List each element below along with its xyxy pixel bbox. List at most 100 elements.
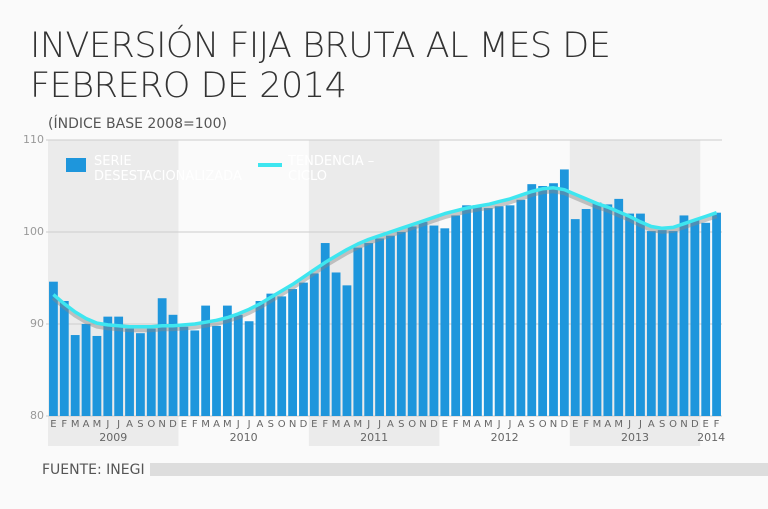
bar	[418, 221, 428, 416]
bar	[429, 225, 439, 416]
year-label: 2009	[99, 431, 127, 444]
x-tick-label: J	[638, 419, 642, 430]
bar	[201, 305, 211, 416]
bar	[440, 228, 450, 416]
x-tick-label: F	[61, 419, 67, 430]
x-tick-label: A	[126, 419, 133, 430]
legend-label: TENDENCIA –CICLO	[288, 154, 375, 184]
x-tick-label: N	[680, 419, 687, 430]
x-tick-label: M	[71, 419, 80, 430]
bar	[244, 321, 254, 416]
x-tick-label: N	[419, 419, 426, 430]
x-tick-label: F	[714, 419, 720, 430]
bar	[625, 213, 634, 416]
source-bar	[150, 463, 768, 476]
x-tick-label: E	[311, 419, 317, 430]
bar	[592, 202, 602, 416]
year-label: 2012	[491, 431, 519, 444]
x-tick-label: J	[116, 419, 120, 430]
bar	[320, 243, 330, 416]
y-tick-label: 110	[23, 133, 44, 146]
bar	[407, 226, 417, 416]
bar	[646, 231, 656, 416]
bar	[505, 205, 515, 416]
year-band	[569, 140, 701, 446]
year-label: 2011	[360, 431, 388, 444]
x-tick-label: E	[181, 419, 187, 430]
x-tick-label: D	[169, 419, 177, 430]
x-tick-label: E	[50, 419, 56, 430]
x-tick-label: A	[517, 419, 524, 430]
x-tick-label: N	[550, 419, 557, 430]
x-tick-label: J	[377, 419, 381, 430]
trend-line	[52, 186, 718, 329]
bar	[266, 293, 276, 416]
x-tick-label: M	[354, 419, 363, 430]
bar	[668, 231, 678, 416]
bar	[222, 305, 232, 416]
bar	[473, 205, 482, 416]
x-tick-label: S	[529, 419, 535, 430]
y-tick-label: 90	[30, 317, 44, 330]
x-tick-label: S	[659, 419, 665, 430]
x-tick-label: A	[344, 419, 351, 430]
bar	[462, 205, 471, 416]
x-tick-label: J	[508, 419, 512, 430]
x-tick-label: A	[604, 419, 611, 430]
x-tick-label: J	[366, 419, 370, 430]
bar	[614, 198, 624, 416]
x-tick-label: M	[201, 419, 210, 430]
bar	[157, 298, 167, 416]
bar	[581, 209, 591, 416]
x-tick-label: F	[453, 419, 459, 430]
year-band	[48, 140, 179, 446]
bar	[136, 333, 145, 416]
bar	[342, 285, 352, 416]
bar	[103, 316, 113, 416]
x-tick-label: D	[561, 419, 569, 430]
year-band	[308, 140, 440, 446]
x-tick-label: E	[572, 419, 578, 430]
x-tick-label: J	[236, 419, 240, 430]
x-tick-label: O	[539, 419, 547, 430]
x-tick-label: A	[83, 419, 90, 430]
x-tick-label: F	[322, 419, 328, 430]
bar	[701, 222, 711, 416]
x-tick-label: S	[268, 419, 274, 430]
bar	[277, 296, 287, 416]
bar	[70, 335, 80, 416]
y-tick-label: 80	[30, 409, 44, 422]
bar	[712, 212, 721, 416]
bar	[299, 282, 308, 416]
x-tick-label: M	[93, 419, 102, 430]
year-label: 2010	[230, 431, 258, 444]
bar	[527, 184, 537, 416]
bar	[549, 183, 558, 416]
bar	[114, 316, 124, 416]
x-tick-label: E	[442, 419, 448, 430]
bar	[81, 324, 91, 416]
year-label: 2014	[697, 431, 725, 444]
bar	[179, 326, 189, 416]
x-tick-label: O	[147, 419, 155, 430]
x-tick-label: O	[669, 419, 677, 430]
bar	[375, 238, 384, 416]
x-tick-label: F	[583, 419, 589, 430]
bar	[288, 289, 297, 416]
x-tick-label: O	[278, 419, 286, 430]
bar	[353, 247, 363, 416]
x-tick-label: N	[289, 419, 296, 430]
x-tick-label: M	[593, 419, 602, 430]
x-tick-label: A	[648, 419, 655, 430]
x-tick-label: F	[192, 419, 198, 430]
bar	[233, 314, 243, 416]
x-tick-label: N	[158, 419, 165, 430]
x-tick-label: M	[484, 419, 493, 430]
bar	[125, 328, 134, 416]
x-tick-label: M	[223, 419, 232, 430]
x-tick-label: E	[703, 419, 709, 430]
bar	[255, 301, 265, 416]
source: FUENTE: INEGI	[42, 462, 145, 478]
